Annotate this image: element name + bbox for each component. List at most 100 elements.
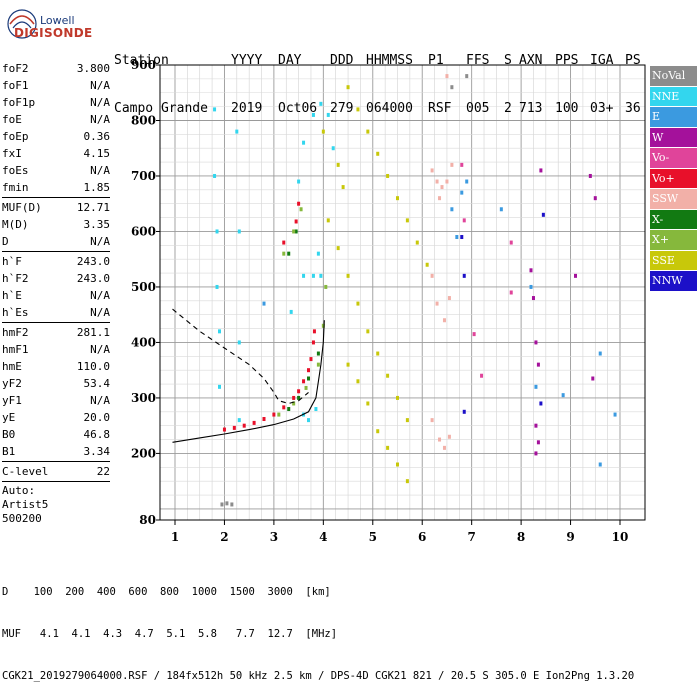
data-point-nne <box>218 384 221 389</box>
x-tick-label: 2 <box>220 530 228 544</box>
parameter-name: h`E <box>2 289 22 302</box>
data-point-w <box>539 168 543 173</box>
data-point-x <box>292 229 296 234</box>
parameter-name: h`F <box>2 255 22 268</box>
data-point-noval <box>220 502 224 507</box>
y-tick-label: 80 <box>139 513 156 527</box>
data-point-ssw <box>435 301 439 306</box>
y-tick-label: 600 <box>131 224 156 238</box>
parameter-value: 110.0 <box>76 360 110 373</box>
parameter-row: B1 3.34 <box>2 443 110 460</box>
data-point-w <box>593 196 597 201</box>
y-tick-label: 400 <box>131 335 156 349</box>
data-point-x <box>297 395 301 400</box>
data-point-nnw <box>462 409 466 414</box>
x-tick-label: 6 <box>418 530 426 544</box>
parameter-value: N/A <box>90 289 110 302</box>
data-point-sse <box>396 462 399 467</box>
y-tick-label: 800 <box>131 113 156 127</box>
data-point-vo <box>272 412 276 417</box>
footer-distance-row: D 100 200 400 600 800 1000 1500 3000 [km… <box>2 586 331 598</box>
data-point-w <box>536 440 540 445</box>
data-point-ssw <box>442 318 446 323</box>
parameter-value: N/A <box>90 113 110 126</box>
data-point-noval <box>465 74 469 79</box>
parameter-separator <box>2 322 110 323</box>
data-point-sse <box>415 240 419 245</box>
data-point-x <box>277 412 281 417</box>
data-point-nne <box>235 129 239 134</box>
data-point-e <box>262 301 266 306</box>
autoscaling-info: Auto: Artist5 500200 <box>2 484 48 526</box>
parameter-separator <box>2 197 110 198</box>
parameter-row: foF1p N/A <box>2 94 110 111</box>
data-point-x <box>316 351 320 356</box>
parameter-value: 22 <box>96 465 110 478</box>
data-point-e <box>598 351 602 356</box>
parameter-name: D <box>2 235 9 248</box>
polarization-legend: NoVal NNE E W Vo- Vo+ SSW X- X+ SSE NNW <box>650 66 697 292</box>
parameter-value: 46.8 <box>83 428 111 441</box>
parameter-row: yF2 53.4 <box>2 375 110 392</box>
data-point-x <box>316 362 320 367</box>
data-point-sse <box>366 329 370 334</box>
header-cell: Station <box>114 53 169 68</box>
legend-item-nne: NNE <box>650 86 697 106</box>
data-point-x <box>292 401 296 406</box>
x-tick-label: 4 <box>319 530 327 544</box>
data-point-ssw <box>430 168 434 173</box>
y-tick-label: 700 <box>131 169 156 183</box>
parameter-value: N/A <box>90 79 110 92</box>
header-cell: DAY <box>278 53 302 68</box>
parameter-row: fxI 4.15 <box>2 145 110 162</box>
data-point-ssw <box>447 434 451 439</box>
data-point-nne <box>316 251 320 256</box>
data-point-nne <box>307 418 310 423</box>
parameter-row: foEp 0.36 <box>2 128 110 145</box>
data-point-sse <box>326 218 330 223</box>
y-tick-label: 300 <box>131 391 156 405</box>
lowell-digisonde-logo: Lowell DIGISONDE <box>2 2 102 52</box>
data-point-ssw <box>438 196 442 201</box>
data-point-e <box>529 284 533 289</box>
data-point-w <box>534 340 538 345</box>
parameter-row: hmF1 N/A <box>2 341 110 358</box>
data-point-nne <box>311 273 315 278</box>
axis-ticks: 1 2 3 4 5 6 7 8 9 10 80 200 300 400 500 600 700 800 900 <box>131 58 628 544</box>
data-point-ssw <box>447 296 451 301</box>
data-point-vo <box>242 423 246 428</box>
data-point-sse <box>336 246 340 251</box>
y-tick-label: 200 <box>131 446 156 460</box>
data-point-e <box>455 235 459 240</box>
chart-marks <box>213 74 617 507</box>
data-point-nne <box>319 273 323 278</box>
header-cell: S <box>504 53 512 68</box>
data-point-sse <box>346 273 350 278</box>
data-point-vo <box>311 340 315 345</box>
data-point-nne <box>215 284 219 289</box>
data-point-e <box>598 462 602 467</box>
parameter-row: yE 20.0 <box>2 409 110 426</box>
data-point-ssw <box>450 162 454 167</box>
data-point-nne <box>314 407 318 412</box>
parameter-name: MUF(D) <box>2 201 42 214</box>
data-point-nne <box>297 179 301 184</box>
parameter-name: yE <box>2 411 16 424</box>
data-point-w <box>588 173 592 178</box>
header-cell: 064000 <box>366 101 413 116</box>
parameter-value: 53.4 <box>83 377 111 390</box>
data-point-e <box>561 393 565 398</box>
data-point-vo <box>460 162 464 167</box>
data-point-nne <box>218 329 221 334</box>
data-point-x <box>287 251 291 256</box>
x-tick-label: 3 <box>270 530 278 544</box>
data-point-ssw <box>435 179 439 184</box>
data-point-w <box>529 268 533 273</box>
parameter-name: yF1 <box>2 394 22 407</box>
header-cell: IGA <box>590 53 614 68</box>
header-cell: 36 <box>625 101 641 116</box>
data-point-nne <box>331 146 335 151</box>
data-point-noval <box>450 85 454 90</box>
header-cell: 279 <box>330 101 354 116</box>
parameter-row: foEs N/A <box>2 162 110 179</box>
